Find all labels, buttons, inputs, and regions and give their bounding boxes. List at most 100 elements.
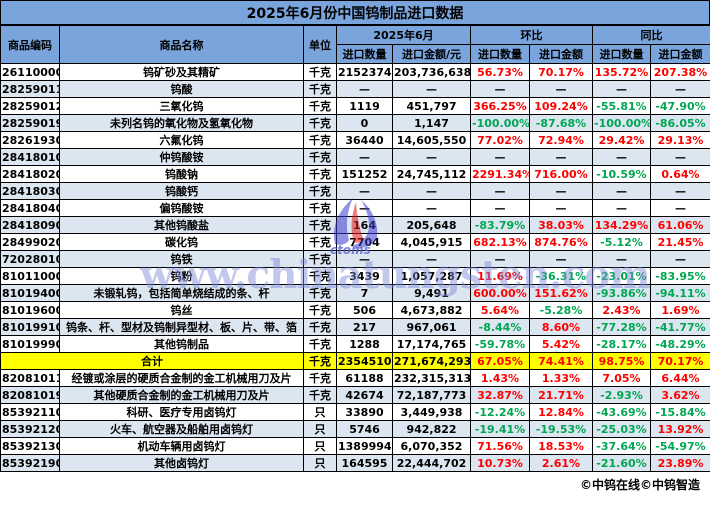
yoy-amount: 6.44% [650, 369, 710, 387]
product-name: 火车、航空器及船舶用卤钨灯 [59, 420, 304, 438]
import-amount: 72,187,773 [392, 386, 471, 404]
unit: 只 [303, 454, 337, 472]
import-qty: 3439 [336, 267, 393, 285]
yoy-qty: — [592, 148, 651, 166]
import-amount: 22,444,702 [392, 454, 471, 472]
import-qty: 1389994 [336, 437, 393, 455]
yoy-amount: 70.17% [650, 352, 710, 370]
unit: 千克 [303, 386, 337, 404]
import-amount: 17,174,765 [392, 335, 471, 353]
import-qty: — [336, 80, 393, 98]
yoy-qty: -10.59% [592, 165, 651, 183]
footer: ©中钨在线©中钨智造 [0, 472, 710, 496]
import-amount: — [392, 250, 471, 268]
product-code: 85392190 [0, 454, 60, 472]
product-name: 六氟化钨 [59, 131, 304, 149]
import-amount: — [392, 199, 471, 217]
mom-amount: 5.42% [529, 335, 593, 353]
import-qty: 36440 [336, 131, 393, 149]
yoy-qty: -2.93% [592, 386, 651, 404]
mom-amount: 21.71% [529, 386, 593, 404]
yoy-amount: 29.13% [650, 131, 710, 149]
yoy-amount: 207.38% [650, 63, 710, 81]
mom-amount: — [529, 199, 593, 217]
mom-qty: — [470, 199, 530, 217]
product-name: 偏钨酸铵 [59, 199, 304, 217]
page-title: 2025年6月份中国钨制品进口数据 [0, 0, 710, 25]
header-product-code: 商品编码 [0, 25, 60, 64]
table-row: 81019990 其他钨制品 千克 1288 17,174,765 -59.78% 5.42… [0, 335, 710, 353]
table-row: 82081011 经镀或涂层的硬质合金制的金工机械用刀及片 千克 61188 232,3… [0, 369, 710, 387]
unit: 千克 [303, 267, 337, 285]
import-qty: 2354510 [336, 352, 393, 370]
unit: 只 [303, 437, 337, 455]
mom-qty: 56.73% [470, 63, 530, 81]
unit: 千克 [303, 318, 337, 336]
table-row: 82081019 其他硬质合金制的金工机械用刀及片 千克 42674 72,187,77… [0, 386, 710, 404]
import-qty: 217 [336, 318, 393, 336]
yoy-qty: 7.05% [592, 369, 651, 387]
yoy-qty: -43.69% [592, 403, 651, 421]
product-code: 28418040 [0, 199, 60, 217]
unit: 千克 [303, 199, 337, 217]
product-code: 81019600 [0, 301, 60, 319]
import-qty: 5746 [336, 420, 393, 438]
mom-amount: — [529, 148, 593, 166]
mom-qty: 2291.34% [470, 165, 530, 183]
mom-amount: 8.60% [529, 318, 593, 336]
import-qty: — [336, 250, 393, 268]
mom-amount: 38.03% [529, 216, 593, 234]
mom-qty: 1.43% [470, 369, 530, 387]
yoy-qty: — [592, 199, 651, 217]
unit: 只 [303, 403, 337, 421]
product-name: 其他钨制品 [59, 335, 304, 353]
yoy-amount: -47.90% [650, 97, 710, 115]
mom-qty: — [470, 148, 530, 166]
product-code: 81019990 [0, 335, 60, 353]
mom-qty: 71.56% [470, 437, 530, 455]
mom-qty: -83.79% [470, 216, 530, 234]
product-name: 钨丝 [59, 301, 304, 319]
import-qty: 7704 [336, 233, 393, 251]
unit: 千克 [303, 165, 337, 183]
unit: 千克 [303, 233, 337, 251]
unit: 千克 [303, 97, 337, 115]
yoy-qty: -5.12% [592, 233, 651, 251]
product-name: 钨酸钠 [59, 165, 304, 183]
product-name: 未列名钨的氧化物及氢氧化物 [59, 114, 304, 132]
header-unit: 单位 [303, 25, 337, 64]
product-code: 81019400 [0, 284, 60, 302]
mom-qty: -8.44% [470, 318, 530, 336]
unit: 千克 [303, 148, 337, 166]
yoy-amount: 3.62% [650, 386, 710, 404]
table-row: 28499020 碳化钨 千克 7704 4,045,915 682.13% 874.76%… [0, 233, 710, 251]
product-code: 28499020 [0, 233, 60, 251]
mom-qty: 32.87% [470, 386, 530, 404]
yoy-amount: — [650, 148, 710, 166]
table-row: 85392120 火车、航空器及船舶用卤钨灯只 5746 942,822 -19.41%… [0, 420, 710, 438]
unit: 千克 [303, 216, 337, 234]
unit: 千克 [303, 335, 337, 353]
import-qty: 1288 [336, 335, 393, 353]
yoy-qty: 134.29% [592, 216, 651, 234]
table-row: 28261930 六氟化钨 千克 36440 14,605,550 77.02% 72.94… [0, 131, 710, 149]
yoy-qty: — [592, 182, 651, 200]
yoy-qty: -25.03% [592, 420, 651, 438]
header-month-qty: 进口数量 [336, 44, 393, 64]
import-qty: — [336, 199, 393, 217]
yoy-amount: — [650, 80, 710, 98]
unit: 千克 [303, 284, 337, 302]
import-qty: 2152374 [336, 63, 393, 81]
mom-amount: 109.24% [529, 97, 593, 115]
yoy-amount: — [650, 199, 710, 217]
product-name: 钨矿砂及其精矿 [59, 63, 304, 81]
mom-qty: 67.05% [470, 352, 530, 370]
table-row: 28259011 钨酸 千克 — — — — — — [0, 80, 710, 98]
import-qty: 7 [336, 284, 393, 302]
yoy-amount: -48.29% [650, 335, 710, 353]
product-name: 经镀或涂层的硬质合金制的金工机械用刀及片 [59, 369, 304, 387]
unit: 千克 [303, 182, 337, 200]
import-data-table: 商品编码 商品名称 单位 2025年6月 环比 同比 进口数量 进口金额/元 进… [0, 25, 710, 472]
table-row: 85392130 机动车辆用卤钨灯只 1389994 6,070,352 71.56% 1… [0, 437, 710, 455]
import-amount: 942,822 [392, 420, 471, 438]
